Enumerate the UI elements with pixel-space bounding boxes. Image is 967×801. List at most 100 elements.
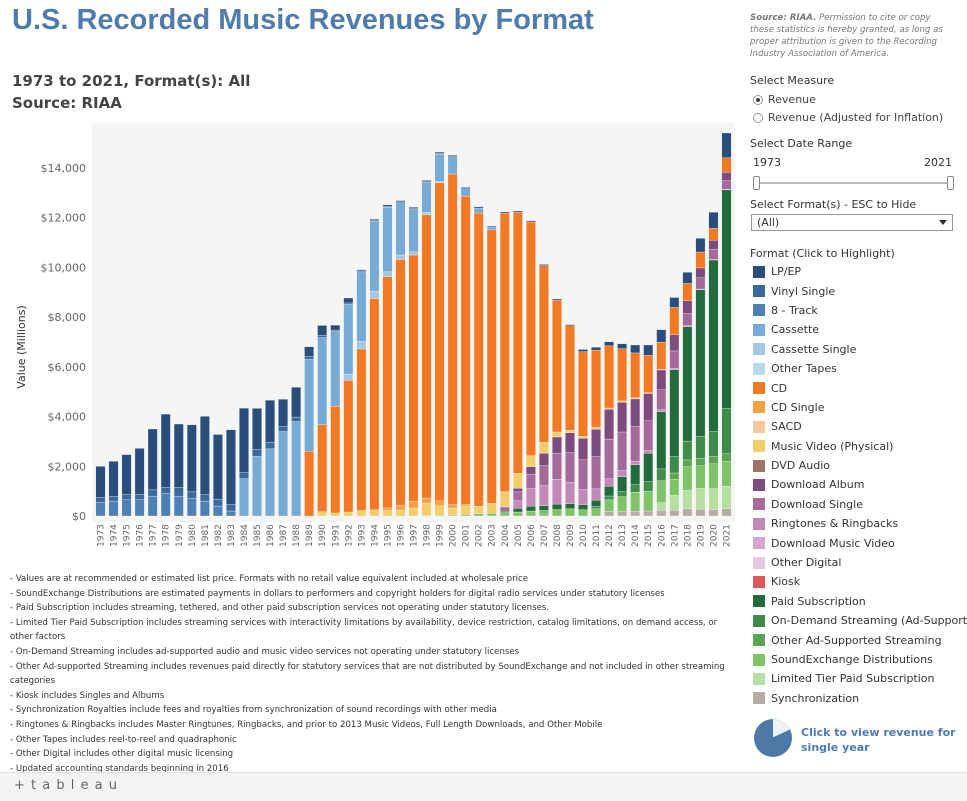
- bar-segment: [356, 271, 367, 342]
- x-tick-label: 2011: [592, 524, 602, 547]
- legend-item[interactable]: Vinyl Single: [753, 281, 967, 300]
- bar-segment: [526, 510, 536, 517]
- bar-segment: [173, 423, 184, 488]
- bar-segment: [512, 500, 523, 509]
- legend-item[interactable]: Limited Tier Paid Subscription: [753, 669, 967, 688]
- x-tick-label: 2014: [631, 524, 641, 547]
- legend-item[interactable]: SoundExchange Distributions: [753, 650, 967, 669]
- y-tick-label: $4,000: [48, 411, 87, 424]
- legend-item[interactable]: SACD: [753, 417, 967, 436]
- legend-swatch: [753, 265, 765, 278]
- x-tick-label: 1992: [344, 524, 354, 547]
- footnote-line: - SoundExchange Distributions are estima…: [10, 588, 665, 599]
- bar-segment: [643, 481, 654, 492]
- bar-segment: [512, 212, 523, 474]
- bar-segment: [512, 473, 523, 489]
- bar-segment: [669, 350, 680, 369]
- bar-segment: [304, 451, 315, 517]
- bar-segment: [617, 470, 627, 477]
- footnote-line: - Updated accounting standards beginning…: [10, 763, 229, 774]
- legend-item[interactable]: CD Single: [753, 398, 967, 417]
- bar-segment: [617, 476, 627, 492]
- date-range-slider-track[interactable]: [756, 182, 952, 184]
- bar-segment: [617, 400, 627, 403]
- x-tick-label: 2013: [618, 524, 628, 547]
- bar-segment: [591, 506, 601, 509]
- legend-swatch: [753, 459, 765, 472]
- x-tick-label: 2001: [462, 524, 472, 547]
- legend-item[interactable]: Download Single: [753, 495, 967, 514]
- bar-segment: [630, 398, 641, 427]
- bar-segment: [539, 265, 549, 443]
- legend-item[interactable]: Other Ad-Supported Streaming: [753, 630, 967, 649]
- legend-item[interactable]: Synchronization: [753, 689, 967, 708]
- bar-segment: [121, 454, 132, 495]
- bar-segment: [578, 438, 588, 460]
- bar-segment: [265, 400, 275, 443]
- single-year-link[interactable]: Click to view revenue for single year: [801, 726, 956, 754]
- legend-item[interactable]: Other Digital: [753, 553, 967, 572]
- x-tick-label: 2017: [670, 524, 680, 547]
- bar-segment: [265, 442, 275, 450]
- measure-option-adjusted[interactable]: Revenue (Adjusted for Inflation): [753, 111, 943, 124]
- bar-segment: [708, 259, 719, 432]
- bar-segment: [395, 254, 406, 260]
- legend-swatch: [753, 401, 765, 414]
- bar-segment: [382, 204, 393, 207]
- bar-segment: [552, 452, 562, 480]
- x-tick-label: 1999: [436, 524, 446, 547]
- legend-item[interactable]: 8 - Track: [753, 301, 967, 320]
- legend-swatch: [753, 420, 765, 433]
- legend-item[interactable]: On-Demand Streaming (Ad-Supported): [753, 611, 967, 630]
- x-tick-label: 2004: [501, 524, 511, 547]
- legend-item[interactable]: Download Music Video: [753, 533, 967, 552]
- legend-swatch: [753, 285, 765, 298]
- radio-unselected-icon: [753, 112, 763, 123]
- bar-segment: [526, 488, 536, 507]
- legend-swatch: [753, 440, 765, 453]
- bar-segment: [656, 510, 667, 517]
- bar-segment: [95, 502, 106, 517]
- x-tick-label: 2021: [722, 524, 732, 547]
- legend-label: DVD Audio: [771, 459, 831, 473]
- legend-item[interactable]: Cassette Single: [753, 340, 967, 359]
- bar-segment: [552, 479, 562, 505]
- bar-segment: [395, 202, 406, 256]
- bar-segment: [643, 344, 654, 356]
- bar-segment: [512, 210, 523, 213]
- pie-chart-icon[interactable]: [753, 718, 793, 758]
- bar-segment: [369, 219, 380, 221]
- bar-segment: [591, 456, 601, 490]
- legend-item[interactable]: LP/EP: [753, 262, 967, 281]
- legend-item[interactable]: DVD Audio: [753, 456, 967, 475]
- date-range-start-handle[interactable]: [753, 176, 760, 190]
- legend-item[interactable]: Ringtones & Ringbacks: [753, 514, 967, 533]
- legend-label: LP/EP: [771, 265, 802, 279]
- bar-segment: [708, 212, 719, 229]
- legend-item[interactable]: Other Tapes: [753, 359, 967, 378]
- bar-segment: [395, 259, 406, 506]
- legend-item[interactable]: Music Video (Physical): [753, 437, 967, 456]
- date-range-label: Select Date Range: [750, 137, 853, 150]
- legend-label: On-Demand Streaming (Ad-Supported): [771, 614, 967, 628]
- tableau-logo[interactable]: + t a b l e a u: [14, 778, 118, 793]
- bar-segment: [512, 508, 523, 513]
- format-dropdown[interactable]: (All): [751, 214, 953, 231]
- legend-item[interactable]: Kiosk: [753, 572, 967, 591]
- bar-segment: [695, 458, 706, 466]
- bar-segment: [669, 479, 680, 496]
- bar-segment: [408, 500, 419, 509]
- legend-item[interactable]: Paid Subscription: [753, 592, 967, 611]
- legend-label: Download Album: [771, 478, 865, 492]
- measure-option-revenue[interactable]: Revenue: [753, 93, 816, 106]
- bar-segment: [226, 510, 236, 517]
- legend-swatch: [753, 498, 765, 511]
- bar-segment: [721, 157, 732, 173]
- bar-segment: [473, 506, 484, 514]
- legend-item[interactable]: Download Album: [753, 475, 967, 494]
- legend-item[interactable]: Cassette: [753, 320, 967, 339]
- legend-item[interactable]: CD: [753, 378, 967, 397]
- bar-segment: [330, 512, 341, 517]
- bar-segment: [134, 448, 145, 495]
- date-range-end-handle[interactable]: [947, 176, 954, 190]
